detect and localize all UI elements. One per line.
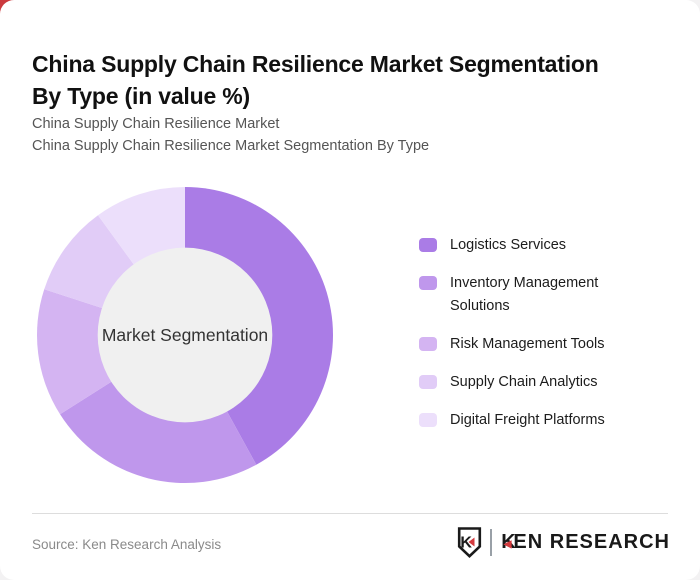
shield-red-triangle <box>468 537 475 547</box>
legend-item-logistics-services: Logistics Services <box>419 234 659 257</box>
donut-center-circle <box>97 247 273 423</box>
legend-swatch-supply-chain-analytics <box>419 375 437 389</box>
legend-item-supply-chain-analytics: Supply Chain Analytics <box>419 371 659 394</box>
ken-research-logo: K K◀EN RESEARCH <box>457 527 670 558</box>
shield-letter: K <box>461 535 473 552</box>
legend-label-digital-freight-platforms: Digital Freight Platforms <box>450 412 605 428</box>
legend-label-risk-management-tools: Risk Management Tools <box>450 336 605 352</box>
donut-chart-svg: Market Segmentation <box>37 187 334 483</box>
donut-center-label: Market Segmentation <box>102 325 268 345</box>
page-title: China Supply Chain Resilience Market Seg… <box>32 48 662 112</box>
legend-item-inventory-management-solutions: Inventory Management Solutions <box>419 272 659 318</box>
brand-wordmark: K◀EN RESEARCH <box>501 531 670 554</box>
subtitle-line1: China Supply Chain Resilience Market <box>32 116 280 132</box>
legend-swatch-logistics-services <box>419 238 437 252</box>
legend-label-logistics-services: Logistics Services <box>450 237 567 253</box>
shield-k-icon: K <box>458 527 482 558</box>
logo-divider-bar <box>490 529 493 556</box>
source-text: Source: Ken Research Analysis <box>32 537 222 552</box>
legend-swatch-inventory-management-solutions <box>419 276 437 290</box>
page-title-line1: China Supply Chain Resilience Market Seg… <box>32 51 599 78</box>
footer-divider <box>32 513 668 514</box>
brand-rest: EN RESEARCH <box>513 531 670 553</box>
brand-letter-k: K <box>501 531 517 553</box>
legend-swatch-risk-management-tools <box>419 337 437 351</box>
legend-item-risk-management-tools: Risk Management Tools <box>419 333 659 356</box>
subtitle-line2: China Supply Chain Resilience Market Seg… <box>32 138 430 154</box>
chart-legend: Logistics Services Inventory Management S… <box>419 234 659 447</box>
legend-item-digital-freight-platforms: Digital Freight Platforms <box>419 409 659 432</box>
brand-red-triangle-icon: ◀ <box>503 539 513 550</box>
donut-chart: Market Segmentation <box>35 185 335 485</box>
page-title-line2: By Type (in value %) <box>32 83 250 110</box>
subtitle-block: China Supply Chain Resilience Market Chi… <box>32 113 429 157</box>
legend-swatch-digital-freight-platforms <box>419 413 437 427</box>
legend-label-inventory-management-solutions: Inventory Management Solutions <box>450 275 599 314</box>
legend-label-supply-chain-analytics: Supply Chain Analytics <box>450 374 598 390</box>
